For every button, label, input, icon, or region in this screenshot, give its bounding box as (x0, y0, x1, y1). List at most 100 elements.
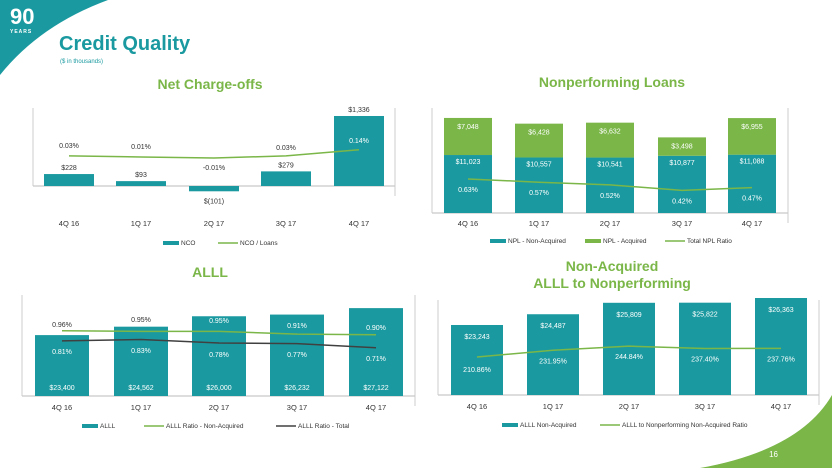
nco-ratio-label: 0.01% (131, 144, 151, 151)
alll-non-acquired-bar (755, 298, 807, 395)
x-tick-label: 4Q 17 (349, 219, 369, 228)
npl-acquired-label: $3,498 (671, 143, 693, 150)
npl-ratio-label: 0.57% (529, 190, 549, 197)
npl-non-acquired-bar (728, 154, 776, 213)
alll-non-acquired-bar (527, 314, 579, 395)
alll-non-acquired-bar (603, 302, 655, 395)
alll-total-ratio-label: 0.77% (287, 352, 307, 359)
nco-ratio-line (68, 149, 360, 159)
legend-swatch-0 (490, 239, 506, 243)
x-tick-label: 4Q 16 (59, 219, 79, 228)
x-tick-label: 2Q 17 (204, 219, 224, 228)
npl-ratio-line (467, 178, 753, 192)
nco-bar (261, 171, 311, 186)
alll-total-ratio-label: 0.78% (209, 352, 229, 359)
npl-acquired-label: $6,428 (528, 130, 550, 137)
alll-npl-ratio-label: 231.95% (539, 358, 567, 365)
nco-ratio-label: 0.14% (349, 138, 369, 145)
npl-non-acquired-bar (444, 155, 492, 213)
alll-bar (349, 308, 403, 396)
chart-title-alll-to-npl: Non-Acquired ALLL to Nonperforming (512, 258, 712, 292)
legend-label: ALLL (100, 423, 116, 430)
alll-total-ratio-label: 0.81% (52, 349, 72, 356)
nco-bar (116, 181, 166, 186)
legend-label: ALLL Non-Acquired (520, 422, 577, 429)
alll-npl-ratio-label: 237.76% (767, 356, 795, 363)
legend-label: ALLL Ratio - Non-Acquired (166, 423, 244, 430)
nco-ratio-label: 0.03% (59, 143, 79, 150)
npl-ratio-label: 0.52% (600, 193, 620, 200)
npl-acquired-bar (444, 117, 492, 156)
npl-ratio-label: 0.42% (672, 198, 692, 205)
chart-title-line-1: Non-Acquired (565, 258, 659, 274)
logo-word: YEARS (10, 29, 33, 35)
chart-title-line-2: ALLL to Nonperforming (533, 275, 691, 291)
nco-bar-label: $228 (61, 165, 77, 172)
x-tick-label: 3Q 17 (287, 403, 307, 412)
x-tick-label: 4Q 17 (366, 403, 386, 412)
alll-non-acquired-ratio-label: 0.96% (52, 322, 72, 329)
alll-npl-ratio-label: 244.84% (615, 354, 643, 361)
page-subtitle: ($ in thousands) (60, 59, 104, 65)
x-tick-label: 4Q 16 (52, 403, 72, 412)
legend-label: NCO (181, 240, 195, 247)
legend-swatch-0 (502, 423, 518, 427)
x-tick-label: 2Q 17 (600, 219, 620, 228)
x-tick-label: 2Q 17 (619, 402, 639, 411)
npl-acquired-label: $6,955 (741, 124, 763, 131)
alll-non-acquired-ratio-line (61, 329, 377, 336)
page-title: Credit Quality (59, 33, 191, 55)
alll-non-acquired-ratio-label: 0.91% (287, 323, 307, 330)
nco-ratio-label: -0.01% (203, 165, 225, 172)
nco-bar-label: $93 (135, 172, 147, 179)
x-tick-label: 1Q 17 (131, 403, 151, 412)
npl-acquired-label: $7,048 (457, 124, 479, 131)
alll-non-acquired-bar-label: $25,809 (616, 312, 641, 319)
x-tick-label: 4Q 16 (467, 402, 487, 411)
corner-swoosh-green (700, 395, 832, 468)
x-tick-label: 4Q 17 (771, 402, 791, 411)
alll-npl-ratio-label: 210.86% (463, 367, 491, 374)
logo-number: 90 (10, 4, 35, 29)
nco-bar (189, 186, 239, 192)
corner-swoosh-teal (0, 0, 108, 75)
x-tick-label: 1Q 17 (131, 219, 151, 228)
x-tick-label: 3Q 17 (695, 402, 715, 411)
alll-bar (192, 316, 246, 396)
page-number: 16 (769, 450, 778, 459)
alll-non-acquired-bar-label: $26,363 (768, 307, 793, 314)
npl-non-acquired-label: $10,877 (669, 160, 694, 167)
alll-bar-label: $26,232 (284, 385, 309, 392)
npl-non-acquired-bar (658, 155, 706, 213)
npl-ratio-label: 0.47% (742, 196, 762, 203)
logo: 90 YEARS (10, 4, 34, 36)
alll-non-acquired-bar-label: $24,487 (540, 323, 565, 330)
npl-acquired-bar (515, 123, 563, 158)
alll-bar (270, 314, 324, 396)
chart-title-alll: ALLL (192, 264, 228, 280)
npl-non-acquired-bar (515, 157, 563, 213)
alll-bar-label: $23,400 (49, 385, 74, 392)
x-tick-label: 1Q 17 (529, 219, 549, 228)
alll-bar (35, 335, 89, 396)
alll-bar (114, 326, 168, 396)
nco-bar-label: $(101) (204, 198, 224, 205)
x-tick-label: 4Q 17 (742, 219, 762, 228)
nco-bar-label: $1,336 (348, 107, 370, 114)
npl-non-acquired-label: $10,541 (597, 162, 622, 169)
legend-swatch-1 (585, 239, 601, 243)
legend-label: ALLL to Nonperforming Non-Acquired Ratio (622, 422, 748, 429)
x-tick-label: 2Q 17 (209, 403, 229, 412)
legend-label: NPL - Non-Acquired (508, 238, 566, 245)
alll-npl-ratio-label: 237.40% (691, 357, 719, 364)
nco-bar (44, 174, 94, 186)
npl-acquired-bar (586, 122, 634, 158)
npl-acquired-bar (658, 137, 706, 156)
npl-ratio-label: 0.63% (458, 187, 478, 194)
x-tick-label: 3Q 17 (276, 219, 296, 228)
x-tick-label: 1Q 17 (543, 402, 563, 411)
legend-label: Total NPL Ratio (687, 238, 732, 245)
alll-total-ratio-line (61, 338, 377, 349)
